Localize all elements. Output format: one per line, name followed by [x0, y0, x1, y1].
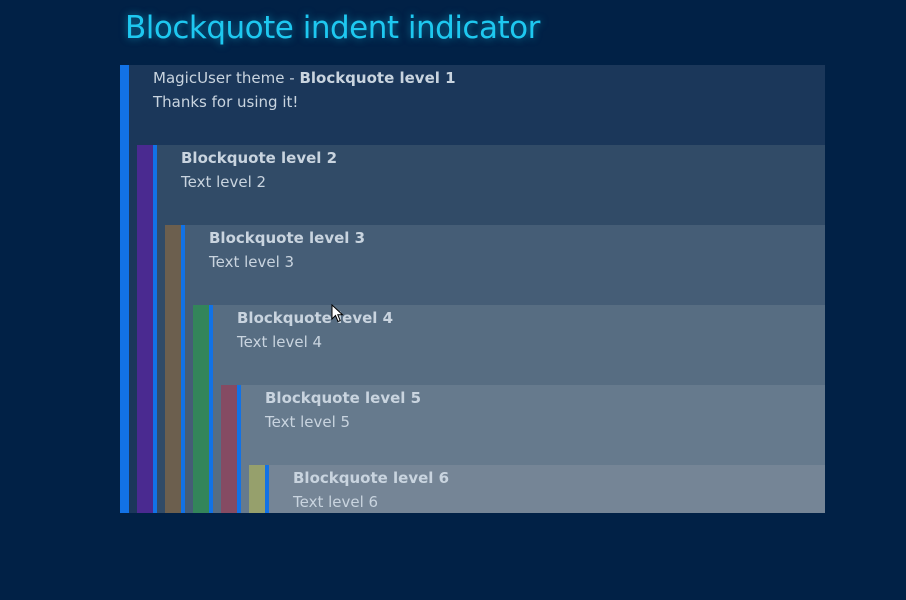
indent-stripe-level-1 [120, 65, 129, 513]
blockquote-level-5: Blockquote level 5 Text level 5 Blockquo… [221, 385, 825, 513]
blockquote-border-level-6 [265, 465, 269, 513]
blockquote-text: Text level 2 [181, 173, 267, 191]
blockquote-border-level-5 [237, 385, 241, 513]
blockquote-text: Thanks for using it! [153, 93, 299, 111]
blockquote-title: Blockquote level 4 [237, 309, 394, 327]
blockquote-title: Blockquote level 2 [181, 149, 338, 167]
blockquote-border-level-2 [153, 145, 157, 513]
blockquote-prefix: MagicUser theme - [153, 69, 300, 87]
blockquote-border-level-4 [209, 305, 213, 513]
blockquote-title: Blockquote level 3 [209, 229, 366, 247]
blockquote-level-1: MagicUser theme - Blockquote level 1 Tha… [120, 65, 825, 513]
blockquote-text: Text level 6 [293, 493, 379, 511]
blockquote-level-6: Blockquote level 6 Text level 6 [249, 465, 825, 513]
blockquote-border-level-3 [181, 225, 185, 513]
blockquote-title: Blockquote level 6 [293, 469, 450, 487]
blockquote-text: Text level 3 [209, 253, 295, 271]
blockquote-title: Blockquote level 1 [299, 69, 456, 87]
indent-stripe-level-6 [249, 465, 265, 513]
blockquote-text: Text level 4 [237, 333, 323, 351]
page-title: Blockquote indent indicator [125, 10, 540, 46]
indent-stripe-level-5 [221, 385, 237, 513]
indent-stripe-level-4 [193, 305, 209, 513]
blockquote-level-2: Blockquote level 2 Text level 2 Blockquo… [137, 145, 825, 513]
mouse-cursor-icon [331, 304, 344, 323]
indent-stripe-level-2 [137, 145, 153, 513]
blockquote-title: Blockquote level 5 [265, 389, 422, 407]
blockquote-level-3: Blockquote level 3 Text level 3 Blockquo… [165, 225, 825, 513]
blockquote-level-4: Blockquote level 4 Text level 4 Blockquo… [193, 305, 825, 513]
blockquote-text: Text level 5 [265, 413, 351, 431]
indent-stripe-level-3 [165, 225, 181, 513]
